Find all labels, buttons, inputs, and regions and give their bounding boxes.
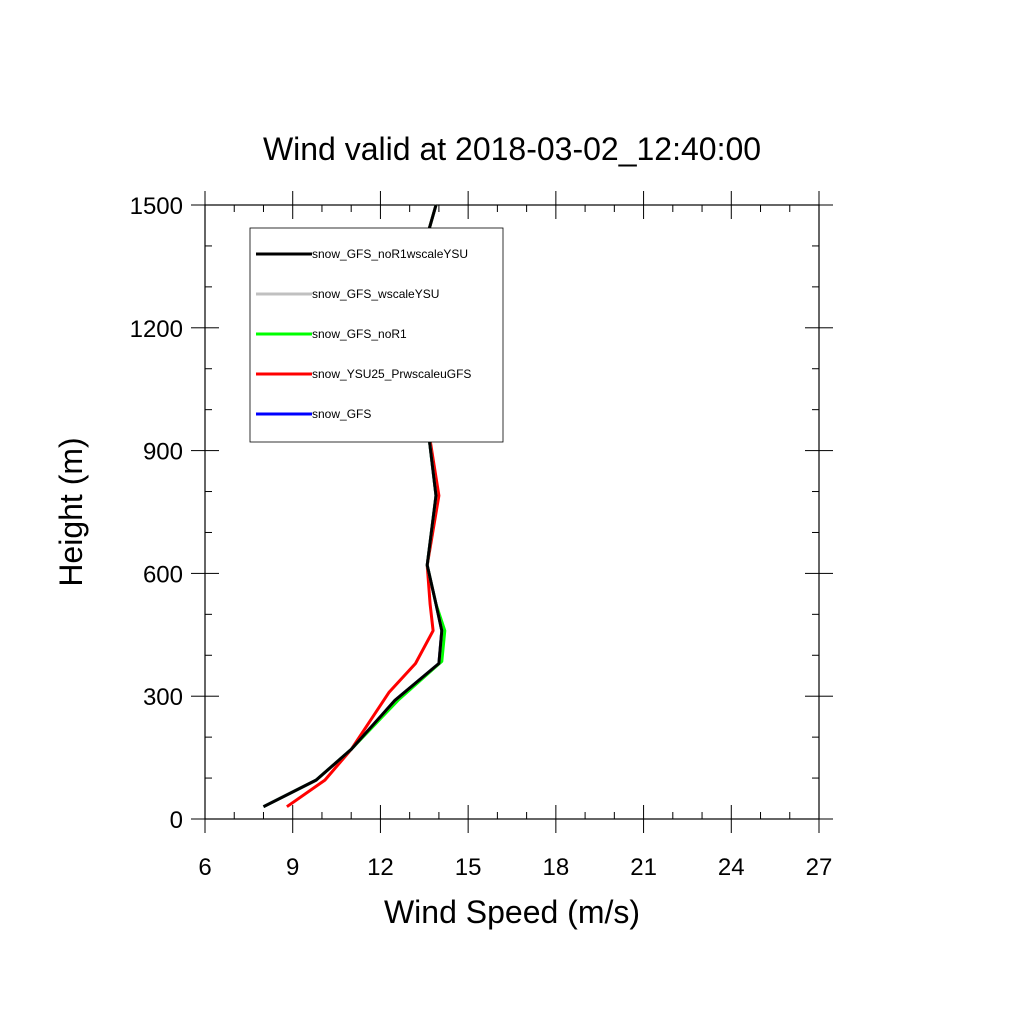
x-tick-label: 9	[286, 854, 299, 881]
x-tick-label: 15	[455, 854, 482, 881]
axis-ticks	[191, 191, 833, 833]
y-axis-label: Height (m)	[53, 437, 89, 586]
y-tick-label: 1500	[130, 193, 183, 220]
legend-entry-label: snow_YSU25_PrwscaleuGFS	[312, 367, 471, 381]
plot-frame	[204, 204, 820, 820]
legend: snow_GFS_noR1wscaleYSU snow_GFS_wscaleYSU…	[249, 227, 504, 443]
x-tick-label: 12	[367, 854, 394, 881]
x-tick-label: 24	[718, 854, 745, 881]
x-tick-label: 27	[806, 854, 833, 881]
y-tick-label: 600	[143, 561, 183, 588]
plot-area	[204, 204, 820, 820]
legend-entry-label: snow_GFS_wscaleYSU	[312, 287, 439, 301]
legend-entry-label: snow_GFS	[312, 407, 371, 421]
x-axis-label: Wind Speed (m/s)	[384, 894, 640, 930]
x-tick-label: 18	[543, 854, 570, 881]
x-axis-tick-labels: 6 9 12 15 18 21 24 27	[198, 854, 832, 881]
x-tick-label: 6	[198, 854, 211, 881]
legend-entry-label: snow_GFS_noR1	[312, 327, 407, 341]
x-tick-label: 21	[630, 854, 657, 881]
y-tick-label: 1200	[130, 316, 183, 343]
y-axis-tick-labels: 0 300 600 900 1200 1500	[130, 193, 183, 834]
y-tick-label: 900	[143, 439, 183, 466]
legend-entry-label: snow_GFS_noR1wscaleYSU	[312, 247, 468, 261]
chart-title: Wind valid at 2018-03-02_12:40:00	[263, 131, 761, 167]
y-tick-label: 300	[143, 684, 183, 711]
y-tick-label: 0	[170, 807, 183, 834]
